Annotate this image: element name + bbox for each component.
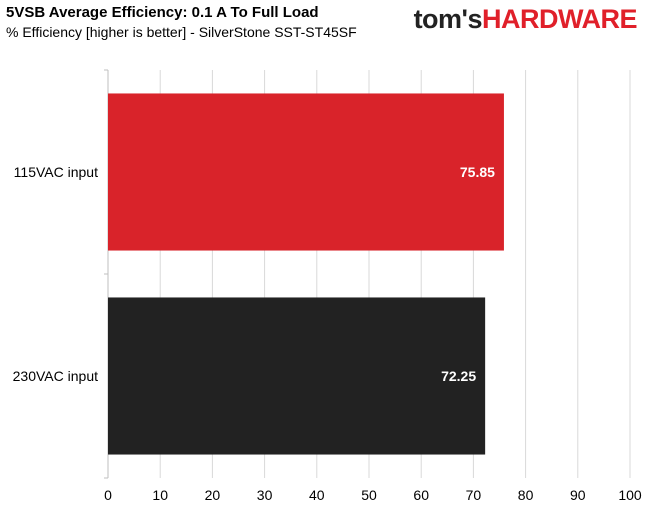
x-tick-label: 90 [570,487,586,503]
category-label: 230VAC input [13,368,98,384]
x-tick-label: 20 [205,487,221,503]
data-label: 72.25 [441,368,476,384]
toms-hardware-logo: tom'sHARDWARE [413,4,638,35]
logo-text-toms: tom's [413,4,483,34]
bar [108,297,486,455]
logo-text-hardware: HARDWARE [482,4,638,34]
x-tick-label: 40 [309,487,325,503]
x-tick-label: 0 [104,487,112,503]
data-label: 75.85 [460,164,495,180]
category-label: 115VAC input [14,164,98,180]
x-tick-label: 50 [361,487,377,503]
chart-title: 5VSB Average Efficiency: 0.1 A To Full L… [6,4,319,21]
x-tick-label: 60 [413,487,429,503]
x-tick-label: 30 [257,487,273,503]
x-tick-label: 80 [518,487,534,503]
bar [108,93,504,251]
x-tick-label: 70 [466,487,482,503]
chart-subtitle: % Efficiency [higher is better] - Silver… [6,24,357,40]
x-tick-label: 10 [152,487,168,503]
x-tick-label: 100 [618,487,642,503]
